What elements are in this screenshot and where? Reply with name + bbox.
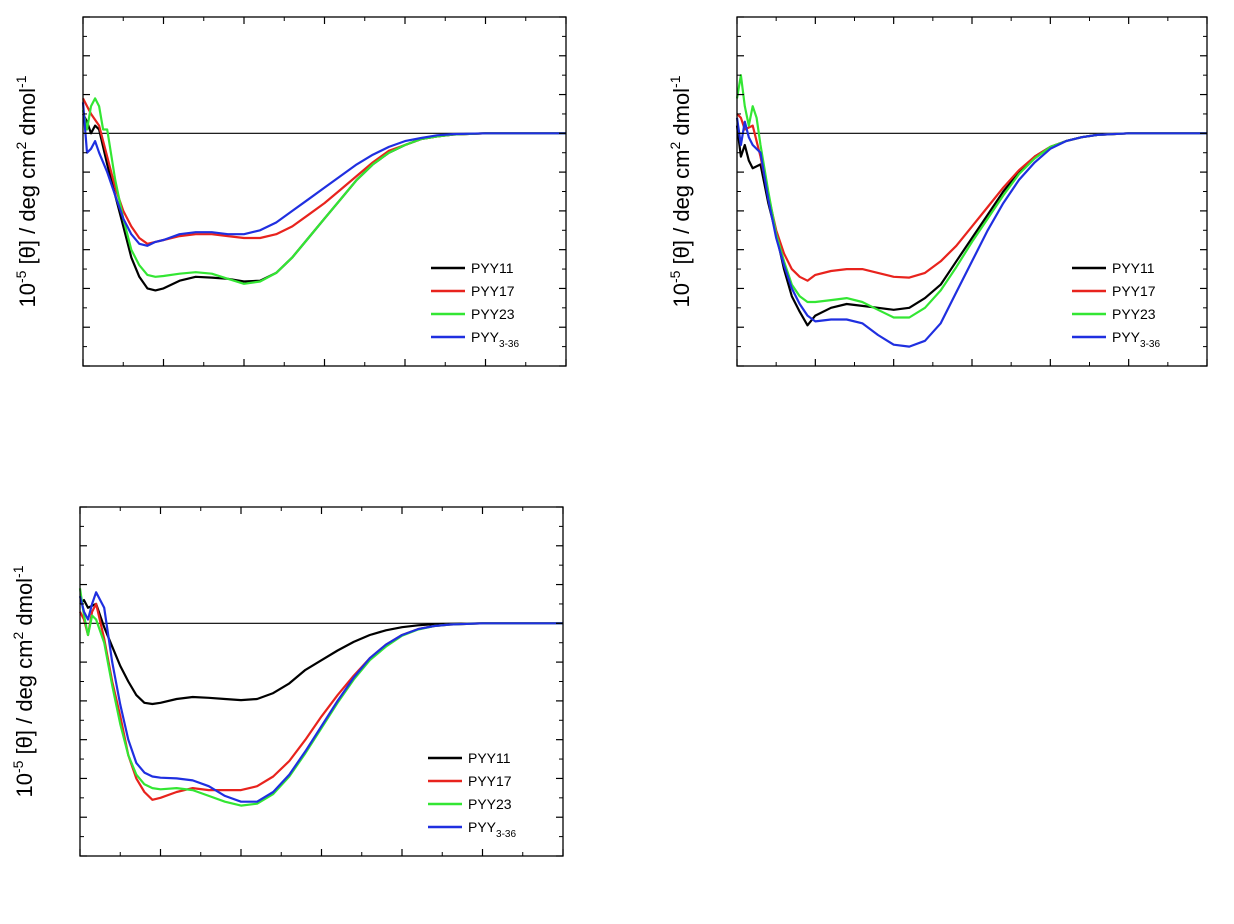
series-line-pyy3-36 — [81, 102, 566, 247]
legend-label: PYY11 — [1112, 260, 1155, 276]
legend-label: PYY17 — [1112, 283, 1156, 299]
legend-label: PYY11 — [468, 750, 511, 766]
chart-panel-b: 10-5 [θ] / deg cm2 dmol-1 PYY11 PYY17 PYY23… — [617, 0, 1234, 459]
legend-label: PYY3-36 — [471, 329, 519, 350]
series-line-pyy17 — [79, 602, 563, 801]
chart-panel-c: 10-5 [θ] / deg cm2 dmol-1 PYY11 PYY17 PYY23… — [0, 490, 617, 919]
legend-label: PYY11 — [471, 260, 514, 276]
series-line-pyy17 — [82, 97, 566, 245]
chart-svg: 10-5 [θ] / deg cm2 dmol-1 PYY11 PYY17 PYY23… — [667, 16, 1208, 367]
legend-label: PYY23 — [1112, 306, 1156, 322]
series-line-pyy3-36 — [735, 117, 1207, 348]
legend-label: PYY3-36 — [468, 819, 516, 840]
legend-label: PYY17 — [471, 283, 515, 299]
legend-label: PYY23 — [468, 796, 512, 812]
series-line-pyy3-36 — [78, 591, 563, 803]
series-line-pyy23 — [81, 97, 566, 285]
chart-panel-a: 10-5 [θ] / deg cm2 dmol-1 PYY11 PYY17 PYY23… — [0, 0, 617, 459]
chart-svg: 10-5 [θ] / deg cm2 dmol-1 PYY11 PYY17 PYY23… — [10, 506, 564, 857]
y-axis-title: 10-5 [θ] / deg cm2 dmol-1 — [667, 75, 694, 307]
series-line-pyy11 — [79, 599, 563, 706]
legend-label: PYY3-36 — [1112, 329, 1160, 350]
legend-label: PYY17 — [468, 773, 512, 789]
legend-label: PYY23 — [471, 306, 515, 322]
series-line-pyy17 — [736, 113, 1207, 282]
chart-svg: 10-5 [θ] / deg cm2 dmol-1 PYY11 PYY17 PYY23… — [13, 16, 567, 367]
y-axis-title: 10-5 [θ] / deg cm2 dmol-1 — [10, 565, 37, 797]
series-line-pyy23 — [735, 74, 1207, 319]
y-axis-title: 10-5 [θ] / deg cm2 dmol-1 — [13, 75, 40, 307]
